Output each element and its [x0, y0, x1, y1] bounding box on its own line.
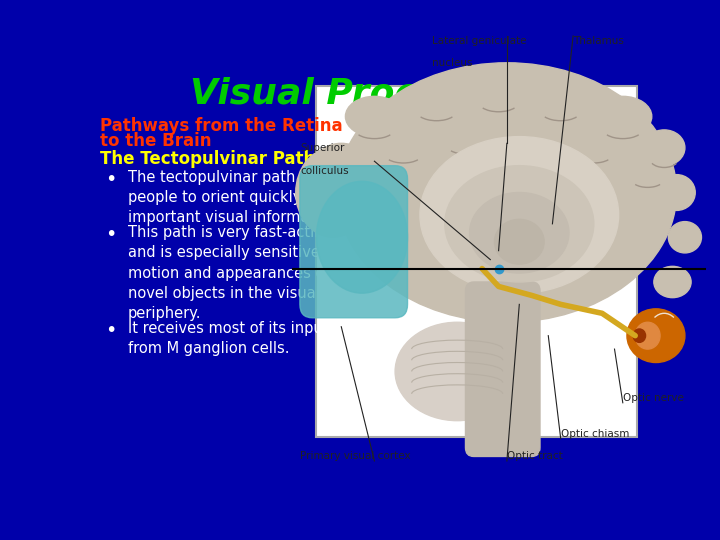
Ellipse shape: [625, 154, 670, 186]
Text: This path is very fast-acting
and is especially sensitive to
motion and appearan: This path is very fast-acting and is esp…: [128, 225, 339, 321]
Ellipse shape: [317, 181, 408, 293]
Text: •: •: [106, 225, 117, 244]
Ellipse shape: [337, 63, 677, 322]
Ellipse shape: [408, 78, 466, 119]
Ellipse shape: [438, 117, 492, 152]
Text: It receives most of its input
from M ganglion cells.: It receives most of its input from M gan…: [128, 321, 328, 356]
FancyBboxPatch shape: [466, 282, 540, 456]
Ellipse shape: [658, 174, 696, 211]
Ellipse shape: [469, 193, 569, 273]
Text: •: •: [106, 170, 117, 188]
Text: Optic nerve: Optic nerve: [623, 393, 684, 403]
Text: The Tectopulvinar Pathway: The Tectopulvinar Pathway: [100, 150, 352, 168]
Text: Pathways from the Retina: Pathways from the Retina: [100, 117, 343, 135]
Text: Lateral geniculate: Lateral geniculate: [432, 36, 527, 46]
Ellipse shape: [469, 70, 528, 110]
Bar: [316, 85, 636, 437]
Text: nucleus: nucleus: [432, 58, 473, 69]
Text: Primary visual cortex: Primary visual cortex: [300, 451, 410, 461]
Text: Optic chiasm: Optic chiasm: [561, 429, 629, 438]
Text: The tectopulvinar path allows
people to orient quickly to
important visual infor: The tectopulvinar path allows people to …: [128, 170, 346, 225]
Ellipse shape: [633, 329, 646, 342]
Text: Thalamus: Thalamus: [573, 36, 624, 46]
Ellipse shape: [505, 117, 559, 152]
Ellipse shape: [395, 322, 519, 421]
Ellipse shape: [594, 96, 652, 137]
Ellipse shape: [644, 130, 685, 166]
Text: Superior: Superior: [300, 143, 344, 153]
Ellipse shape: [317, 143, 366, 179]
Ellipse shape: [377, 125, 431, 161]
Ellipse shape: [627, 309, 685, 362]
Ellipse shape: [635, 322, 660, 349]
Ellipse shape: [654, 266, 691, 298]
Ellipse shape: [296, 148, 370, 237]
Text: to the Brain: to the Brain: [100, 132, 212, 150]
Ellipse shape: [567, 125, 621, 161]
FancyBboxPatch shape: [300, 166, 408, 318]
Ellipse shape: [668, 221, 701, 253]
Text: Visual Processing: Visual Processing: [190, 77, 548, 111]
Ellipse shape: [495, 219, 544, 264]
Text: •: •: [106, 321, 117, 340]
Ellipse shape: [531, 78, 590, 119]
Ellipse shape: [420, 137, 618, 293]
Ellipse shape: [445, 166, 594, 282]
Text: colliculus: colliculus: [300, 166, 348, 176]
Ellipse shape: [346, 96, 403, 137]
Text: Optic tract: Optic tract: [507, 451, 562, 461]
